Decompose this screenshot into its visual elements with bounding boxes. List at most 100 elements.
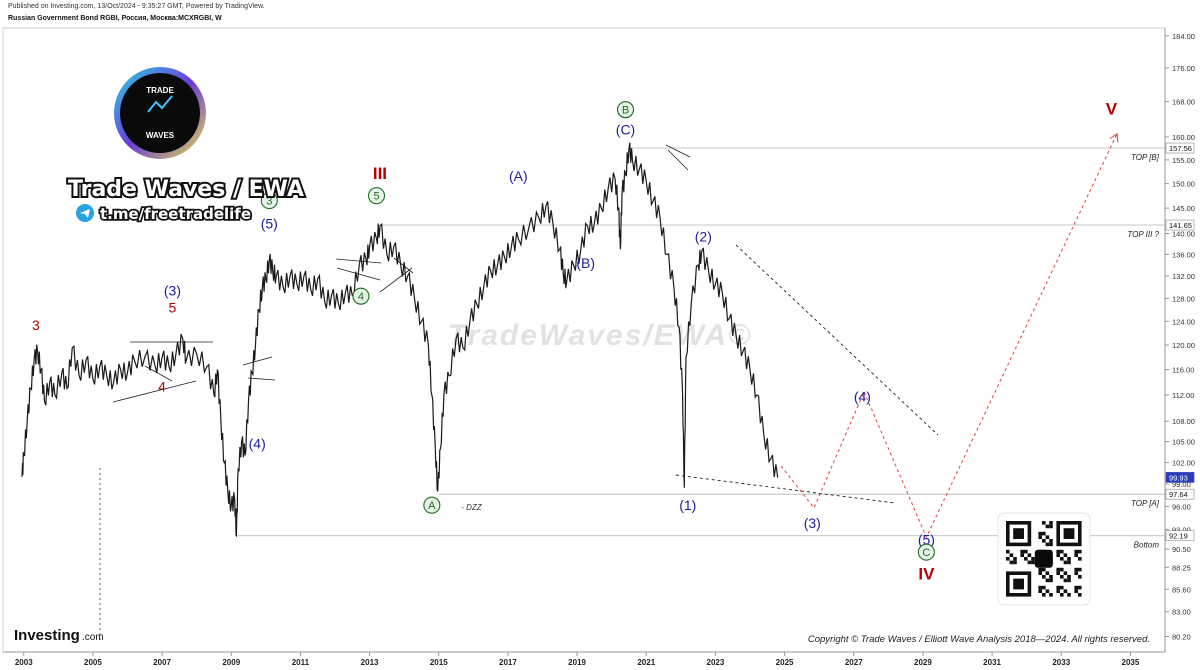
wave-label: A bbox=[428, 500, 436, 512]
x-tick-label: 2007 bbox=[153, 658, 171, 667]
telegram-url: t.me/freetradelife bbox=[100, 205, 251, 223]
qr-module bbox=[1067, 575, 1071, 579]
price-tag-label: 97.64 bbox=[1169, 490, 1188, 499]
qr-module bbox=[1038, 589, 1042, 593]
dashed-trendline-upper bbox=[735, 244, 939, 436]
qr-module bbox=[1006, 557, 1010, 561]
symbol-title: Russian Government Bond RGBI, Россия, Мо… bbox=[8, 15, 222, 22]
y-tick-label: 136.00 bbox=[1172, 250, 1195, 259]
y-tick-label: 90.50 bbox=[1172, 545, 1191, 554]
qr-module bbox=[1024, 557, 1028, 561]
qr-module bbox=[1049, 575, 1053, 579]
qr-module bbox=[1078, 575, 1082, 579]
wave-circle bbox=[917, 543, 935, 561]
trade-waves-logo: TRADE WAVES bbox=[114, 67, 206, 159]
wave-label: 3 bbox=[32, 317, 40, 333]
qr-module bbox=[1045, 535, 1050, 539]
qr-module bbox=[1074, 553, 1078, 557]
logo-text-trade: TRADE bbox=[146, 86, 174, 95]
qr-module bbox=[1078, 549, 1082, 554]
qr-module bbox=[1067, 557, 1071, 561]
qr-module bbox=[1042, 575, 1046, 579]
wave-label: (B) bbox=[576, 255, 595, 271]
y-axis: 80.20 83.00 85.60 88.25 90.50 93.00 96.00 99.00… bbox=[1165, 32, 1195, 642]
x-axis: 2003 2005 2007 2009 2011 2013 2015 2017 2019 2021… bbox=[15, 652, 1140, 667]
qr-module bbox=[1060, 567, 1064, 572]
qr-module bbox=[1078, 585, 1082, 590]
qr-module bbox=[1056, 589, 1060, 593]
qr-module bbox=[1027, 553, 1032, 557]
qr-module bbox=[1013, 560, 1017, 565]
y-tick-label: 168.00 bbox=[1172, 98, 1195, 107]
triangle-line bbox=[667, 149, 689, 171]
wave-label: (4) bbox=[249, 436, 266, 452]
price-tag-label: 92.19 bbox=[1169, 532, 1188, 541]
wave-circle bbox=[260, 192, 278, 210]
qr-module bbox=[1049, 593, 1053, 597]
y-tick-label: 132.00 bbox=[1172, 272, 1195, 281]
qr-module bbox=[1060, 575, 1064, 579]
qr-module bbox=[1063, 553, 1068, 557]
qr-module bbox=[1020, 549, 1024, 554]
qr-module bbox=[1056, 585, 1060, 590]
logo-text-waves: WAVES bbox=[146, 131, 175, 140]
y-tick-label: 128.00 bbox=[1172, 294, 1195, 303]
wave-circle bbox=[352, 287, 370, 305]
x-tick-label: 2003 bbox=[15, 658, 33, 667]
qr-module bbox=[1063, 578, 1068, 583]
qr-module bbox=[1078, 593, 1082, 597]
copyright-text: Copyright © Trade Waves / Elliott Wave A… bbox=[808, 634, 1150, 645]
wave-circle bbox=[423, 496, 441, 514]
wave-label: 5 bbox=[373, 191, 379, 203]
x-tick-label: 2027 bbox=[845, 658, 863, 667]
qr-module bbox=[1038, 567, 1042, 572]
qr-module bbox=[1042, 593, 1046, 597]
y-tick-label: 80.20 bbox=[1172, 633, 1191, 642]
qr-module bbox=[1060, 549, 1064, 554]
qr-module bbox=[1067, 593, 1071, 597]
x-tick-label: 2023 bbox=[707, 658, 725, 667]
qr-module bbox=[1060, 585, 1064, 590]
qr-finder bbox=[1013, 528, 1024, 539]
triangle-line bbox=[112, 380, 197, 403]
wave-label: IV bbox=[918, 564, 935, 583]
investing-logo: Investing bbox=[14, 627, 80, 644]
price-tag-label: 141.65 bbox=[1169, 221, 1192, 230]
price-tag-box bbox=[1165, 530, 1195, 542]
qr-module bbox=[1078, 567, 1082, 572]
x-tick-label: 2031 bbox=[983, 658, 1001, 667]
triangle-line bbox=[247, 377, 276, 381]
y-tick-label: 83.00 bbox=[1172, 608, 1191, 617]
qr-module bbox=[1063, 571, 1068, 575]
y-tick-label: 93.00 bbox=[1172, 525, 1191, 534]
triangle-line bbox=[335, 258, 382, 264]
qr-module bbox=[1009, 553, 1014, 557]
published-info: Published on Investing.com, 13/Oct/2024 … bbox=[8, 3, 265, 10]
x-tick-label: 2025 bbox=[776, 658, 794, 667]
logo-wave-icon bbox=[147, 95, 173, 113]
x-tick-label: 2019 bbox=[568, 658, 586, 667]
qr-module bbox=[1049, 539, 1053, 543]
qr-module bbox=[1056, 549, 1060, 554]
y-tick-label: 150.00 bbox=[1172, 180, 1195, 189]
telegram-link[interactable]: t.me/freetradelife bbox=[76, 203, 253, 225]
wave-label: III bbox=[373, 164, 387, 183]
logo-core bbox=[120, 73, 200, 153]
y-tick-label: 85.60 bbox=[1172, 585, 1191, 594]
qr-module bbox=[1045, 571, 1050, 575]
triangle-line bbox=[379, 267, 413, 293]
wave-label: (4) bbox=[854, 388, 871, 404]
qr-module bbox=[1031, 560, 1035, 565]
wave-label: (5) bbox=[261, 215, 278, 231]
x-tick-label: 2033 bbox=[1052, 658, 1070, 667]
y-tick-label: 145.00 bbox=[1172, 204, 1195, 213]
wave-label: 4 bbox=[358, 291, 364, 303]
wave-label: V bbox=[1106, 100, 1118, 119]
qr-module bbox=[1042, 531, 1046, 536]
qr-module bbox=[1049, 542, 1053, 547]
y-tick-label: 99.00 bbox=[1172, 480, 1191, 489]
y-tick-label: 116.00 bbox=[1172, 366, 1194, 375]
qr-module bbox=[1009, 560, 1014, 565]
qr-module bbox=[1063, 589, 1068, 593]
